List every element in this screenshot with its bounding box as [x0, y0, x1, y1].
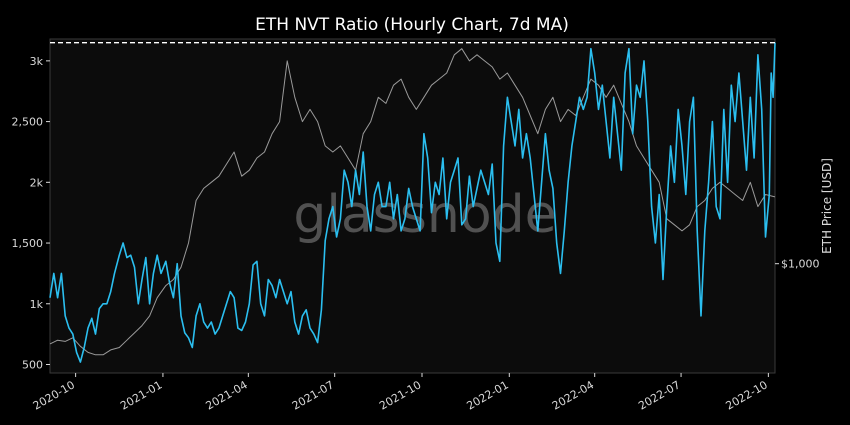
- y-axis-left: 500 1k 1,500 2k 2,500 3k: [12, 55, 50, 371]
- price-series-layer: [49, 48, 776, 356]
- y-tick-label: 3k: [30, 55, 44, 68]
- price-series-line: [49, 48, 776, 356]
- y-tick-label: 1,500: [12, 237, 44, 250]
- y-tick-label: 1k: [30, 298, 44, 311]
- y-axis-right: $1,000: [775, 258, 820, 271]
- y-tick-label: 2,500: [12, 116, 44, 129]
- right-axis-title: ETH Price [USD]: [820, 158, 834, 254]
- right-tick-label: $1,000: [781, 258, 820, 271]
- nvt-series-line: [49, 42, 776, 363]
- chart-title: ETH NVT Ratio (Hourly Chart, 7d MA): [255, 15, 569, 35]
- y-tick-label: 500: [22, 358, 43, 371]
- watermark: glassnode: [293, 185, 556, 245]
- nvt-series-layer: [49, 42, 776, 363]
- y-tick-label: 2k: [30, 176, 44, 189]
